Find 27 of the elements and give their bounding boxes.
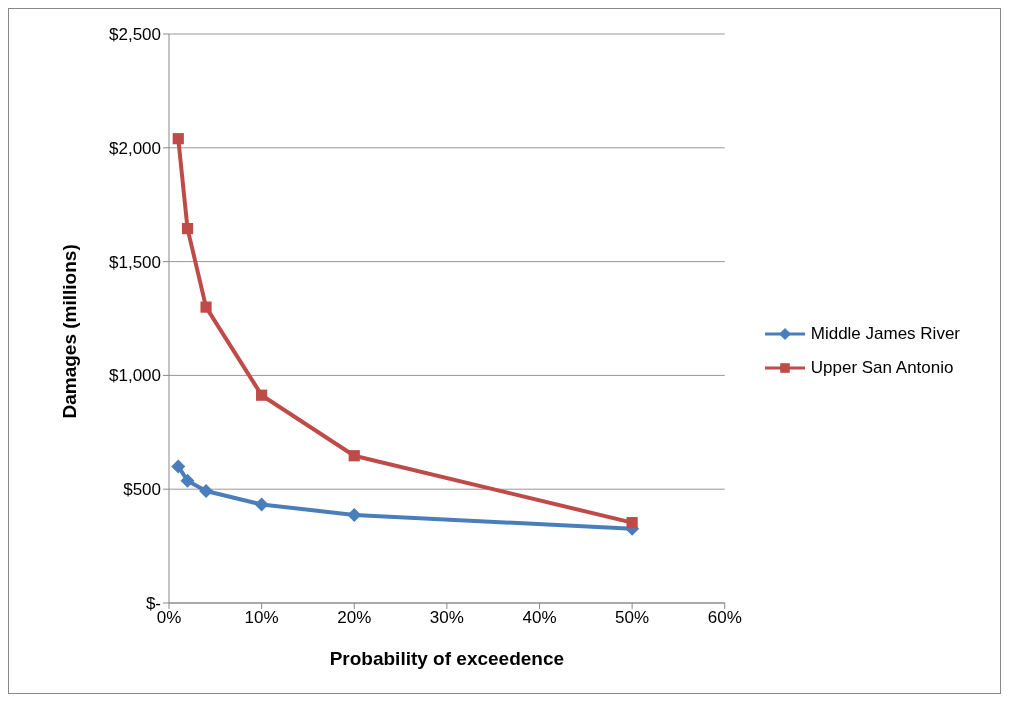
point [254,497,269,512]
x-tick-label: 30% [429,608,464,628]
point [199,484,214,499]
point [626,517,638,529]
point [171,459,186,474]
legend-label: Middle James River [810,324,960,344]
y-tick-label: $2,000 [109,138,161,158]
x-tick-label: 20% [337,608,372,628]
point [347,507,362,522]
x-axis-title: Probability of exceedence [329,648,565,669]
y-tick-label: $500 [123,480,161,500]
point [181,223,194,235]
legend-label: Upper San Antonio [810,358,954,378]
y-tick-label: $1,000 [109,366,161,386]
x-tick-label: 50% [615,608,650,628]
point [172,133,184,145]
point [200,301,212,313]
y-axis-title: Damages (millions) [58,244,80,419]
y-tick-label: $1,500 [109,252,161,272]
x-tick-label: 60% [707,608,742,628]
point [256,389,268,401]
x-tick-label: 0% [156,608,182,628]
point [348,450,360,462]
point [180,473,195,488]
x-tick-label: 40% [522,608,557,628]
x-tick-label: 10% [244,608,279,628]
y-tick-label: $2,500 [109,25,161,45]
